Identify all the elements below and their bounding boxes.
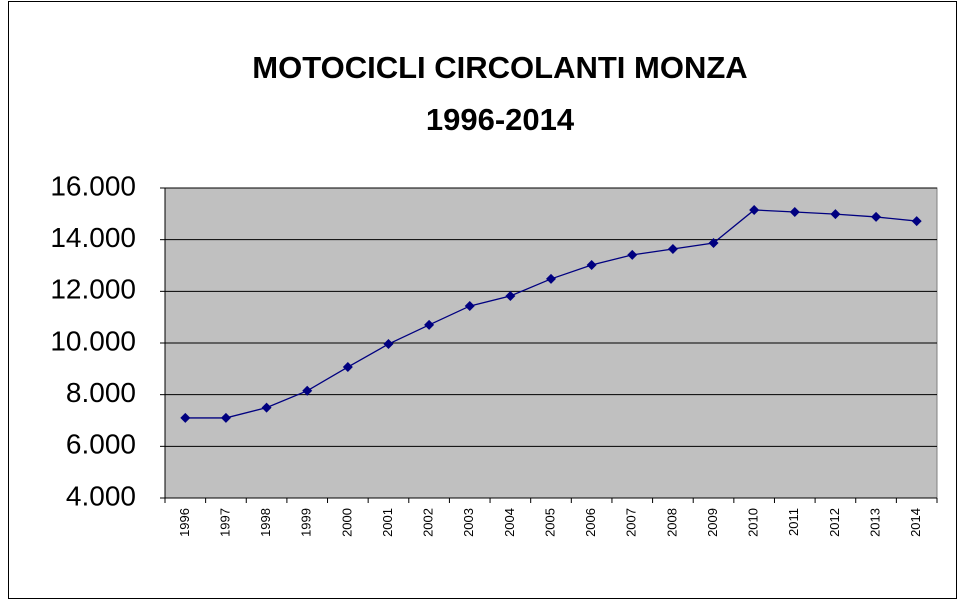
marker xyxy=(586,259,597,270)
x-tick-label: 2008 xyxy=(664,508,679,537)
x-tick-label: 2006 xyxy=(583,508,598,537)
y-tick-label: 4.000 xyxy=(66,480,136,511)
x-tick-label: 1997 xyxy=(217,508,232,537)
x-tick-label: 2005 xyxy=(542,508,557,537)
x-tick-label: 2002 xyxy=(421,508,436,537)
marker xyxy=(871,211,882,222)
x-tick-label: 1998 xyxy=(258,508,273,537)
marker xyxy=(302,385,313,396)
x-tick-label: 2013 xyxy=(867,508,882,537)
x-tick-label: 2009 xyxy=(705,508,720,537)
x-tick-label: 2004 xyxy=(502,508,517,537)
x-tick-label: 2011 xyxy=(786,508,801,536)
marker xyxy=(830,209,841,220)
marker xyxy=(464,301,475,312)
x-tick-label: 1999 xyxy=(299,508,314,537)
marker xyxy=(911,216,922,227)
marker xyxy=(383,339,394,350)
y-tick-label: 14.000 xyxy=(50,222,136,253)
marker xyxy=(505,290,516,301)
y-tick-label: 10.000 xyxy=(50,325,136,356)
y-tick-label: 8.000 xyxy=(66,377,136,408)
marker xyxy=(180,412,191,423)
chart-title: MOTOCICLI CIRCOLANTI MONZA xyxy=(252,50,747,85)
marker xyxy=(220,412,231,423)
x-tick-label: 2007 xyxy=(624,508,639,537)
x-tick-label: 2014 xyxy=(908,508,923,537)
marker xyxy=(667,243,678,254)
x-tick-label: 2001 xyxy=(380,508,395,537)
marker xyxy=(708,238,719,249)
marker xyxy=(424,319,435,330)
marker xyxy=(789,207,800,218)
marker xyxy=(261,402,272,413)
marker xyxy=(749,204,760,215)
y-tick-label: 12.000 xyxy=(50,274,136,305)
marker xyxy=(546,273,556,284)
y-tick-label: 6.000 xyxy=(66,429,136,460)
x-tick-label: 1996 xyxy=(177,508,192,537)
x-tick-label: 2003 xyxy=(461,508,476,537)
chart-title: 1996-2014 xyxy=(426,102,575,137)
y-tick-label: 16.000 xyxy=(50,170,136,201)
x-tick-label: 2000 xyxy=(339,508,354,537)
marker xyxy=(342,362,353,373)
marker xyxy=(627,249,638,260)
x-tick-label: 2012 xyxy=(827,508,842,537)
x-tick-label: 2010 xyxy=(746,508,761,537)
